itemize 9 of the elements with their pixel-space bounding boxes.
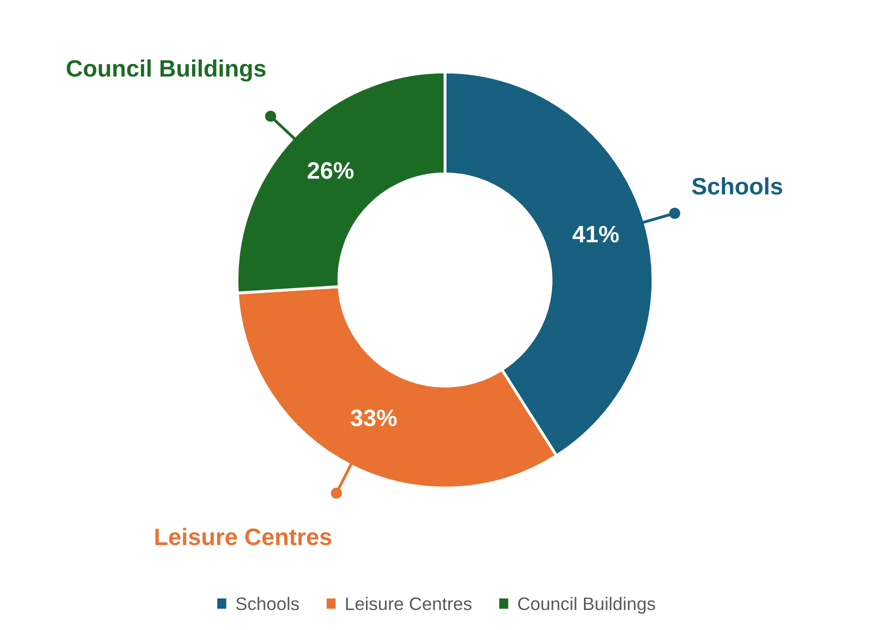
data-label: 26% [308, 162, 354, 179]
slice-label: Council Buildings [66, 59, 266, 82]
data-label: 41% [572, 226, 619, 242]
data-label: 33% [350, 410, 397, 426]
legend-label: Schools [236, 596, 299, 610]
legend-label: Leisure Centres [346, 596, 472, 610]
slice-label: Leisure Centres [155, 528, 332, 546]
slice-label: Schools [692, 177, 782, 195]
legend-label: Council Buildings [518, 596, 656, 614]
